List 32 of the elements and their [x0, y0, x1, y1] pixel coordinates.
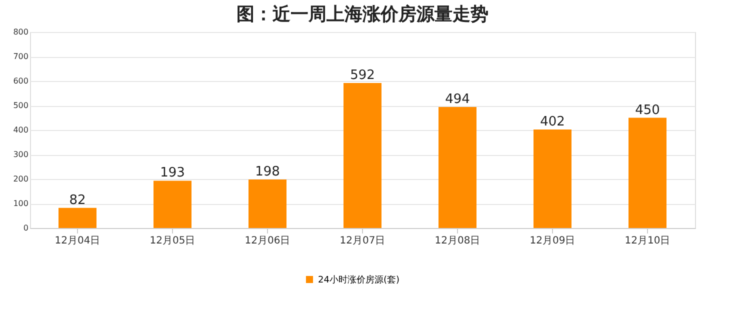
legend-label: 24小时涨价房源(套) — [318, 274, 400, 286]
bar — [534, 130, 572, 228]
bar — [438, 106, 476, 228]
data-label: 592 — [350, 68, 375, 83]
bar — [248, 179, 286, 228]
bar — [344, 82, 382, 228]
x-tick-label: 12月08日 — [434, 236, 480, 246]
chart-title: 图：近一周上海涨价房源量走势 — [236, 4, 488, 25]
y-tick-label: 200 — [13, 174, 28, 184]
x-tick-label: 12月04日 — [54, 236, 100, 246]
y-tick-label: 700 — [13, 52, 28, 61]
y-tick-label: 100 — [13, 199, 28, 208]
data-label: 82 — [69, 192, 86, 208]
data-label: 198 — [255, 164, 280, 180]
x-tick-label: 12月10日 — [624, 236, 670, 246]
x-tick-label: 12月05日 — [150, 236, 196, 246]
x-tick-label: 12月07日 — [340, 236, 386, 246]
y-tick-label: 400 — [13, 126, 28, 134]
x-tick-label: 12月06日 — [244, 236, 290, 246]
bar — [154, 180, 192, 228]
data-label: 402 — [540, 114, 565, 130]
data-label: 450 — [635, 102, 660, 118]
y-tick-label: 600 — [13, 76, 28, 86]
y-tick-label: 300 — [13, 150, 28, 159]
y-tick-label: 500 — [13, 101, 28, 110]
bar — [628, 118, 666, 228]
x-tick-label: 12月09日 — [530, 236, 576, 246]
y-tick-label: 800 — [13, 28, 28, 36]
data-label: 494 — [445, 92, 470, 107]
y-tick-label: 0 — [23, 224, 28, 232]
data-label: 193 — [160, 166, 185, 181]
bar — [58, 208, 96, 228]
